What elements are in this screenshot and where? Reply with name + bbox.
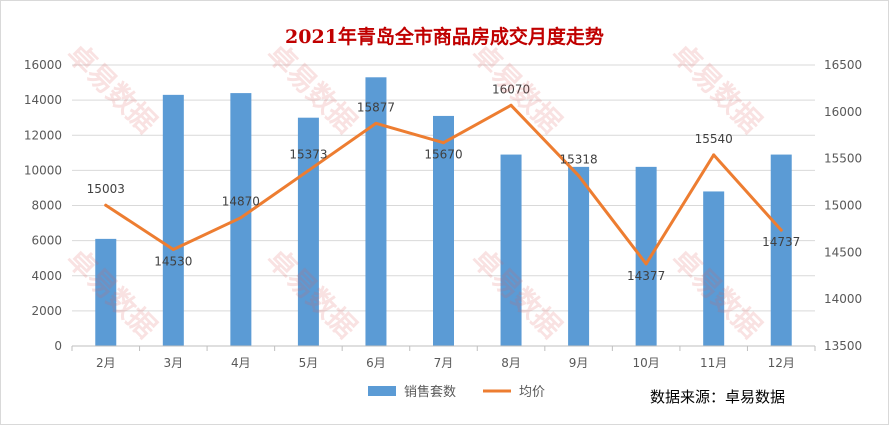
bar-series	[95, 77, 792, 347]
left-tick-label: 14000	[24, 93, 62, 107]
line-point	[306, 169, 310, 173]
legend-label-line: 均价	[519, 385, 545, 400]
legend: 销售套数 均价	[368, 384, 545, 400]
right-tick-label: 15000	[824, 199, 862, 213]
x-tick-label: 3月	[163, 356, 183, 370]
bar	[95, 238, 117, 346]
line-point	[509, 103, 513, 107]
line-point	[442, 141, 445, 145]
line-data-label: 15877	[357, 100, 395, 114]
bar	[433, 115, 454, 347]
line-data-label: 14737	[762, 235, 800, 249]
watermark-text: 卓易数据	[465, 37, 568, 140]
left-tick-label: 6000	[31, 234, 62, 248]
left-tick-label: 0	[54, 339, 62, 353]
x-tick-label: 12月	[768, 356, 795, 370]
left-tick-label: 10000	[24, 163, 62, 177]
bar	[500, 154, 522, 346]
line-series	[104, 103, 783, 266]
bar	[365, 77, 387, 346]
x-tick-label: 4月	[231, 356, 251, 370]
bar	[635, 166, 657, 346]
line-data-label: 16070	[492, 82, 530, 96]
line-point	[779, 228, 783, 232]
legend-label-bar: 销售套数	[404, 384, 456, 400]
right-tick-label: 13500	[824, 339, 862, 353]
line-point	[712, 153, 716, 157]
bar	[162, 94, 184, 346]
axes: 0 2000 4000 6000 8000 10000 12000 14000 16000 135…	[24, 58, 862, 370]
left-tick-label: 12000	[24, 128, 62, 142]
x-tick-label: 7月	[434, 356, 454, 370]
line-data-label: 14377	[627, 269, 665, 283]
line-data-label: 15540	[695, 132, 733, 146]
x-tick-label: 6月	[366, 356, 386, 370]
left-tick-label: 16000	[24, 58, 62, 72]
line-point	[577, 174, 581, 178]
bar	[568, 166, 590, 346]
right-tick-label: 16500	[824, 58, 862, 72]
data-labels: 15003 14530 14870 15373 15877 15670 16070 15318…	[87, 82, 801, 283]
right-tick-label: 16000	[824, 105, 862, 119]
line-data-label: 15670	[424, 148, 462, 162]
x-tick-label: 8月	[501, 356, 521, 370]
x-tick-label: 10月	[632, 356, 659, 370]
line-data-label: 14530	[154, 255, 192, 269]
bar	[770, 154, 792, 346]
line-point	[374, 121, 378, 125]
line-data-label: 14870	[222, 195, 260, 209]
bar	[703, 191, 725, 346]
bar	[230, 93, 252, 346]
legend-swatch-bar	[368, 386, 396, 396]
line-point	[239, 216, 243, 220]
x-tick-label: 11月	[700, 356, 727, 370]
left-tick-label: 4000	[31, 269, 62, 283]
x-tick-label: 9月	[569, 356, 589, 370]
line-data-label: 15373	[289, 148, 327, 162]
right-tick-label: 15500	[824, 152, 862, 166]
right-tick-label: 14000	[824, 292, 862, 306]
line-point	[644, 262, 648, 266]
line-point	[171, 248, 175, 252]
line-point	[104, 203, 108, 207]
right-tick-label: 14500	[824, 245, 862, 259]
x-tick-label: 5月	[299, 356, 319, 370]
watermark-text: 卓易数据	[60, 37, 163, 140]
watermark-text: 卓易数据	[665, 37, 768, 140]
source-note: 数据来源：卓易数据	[650, 388, 786, 406]
line-data-label: 15318	[559, 153, 597, 167]
chart-title: 2021年青岛全市商品房成交月度走势	[285, 26, 604, 48]
left-tick-label: 8000	[31, 199, 62, 213]
line-data-label: 15003	[87, 182, 125, 196]
left-tick-label: 2000	[31, 304, 62, 318]
x-tick-label: 2月	[96, 356, 116, 370]
